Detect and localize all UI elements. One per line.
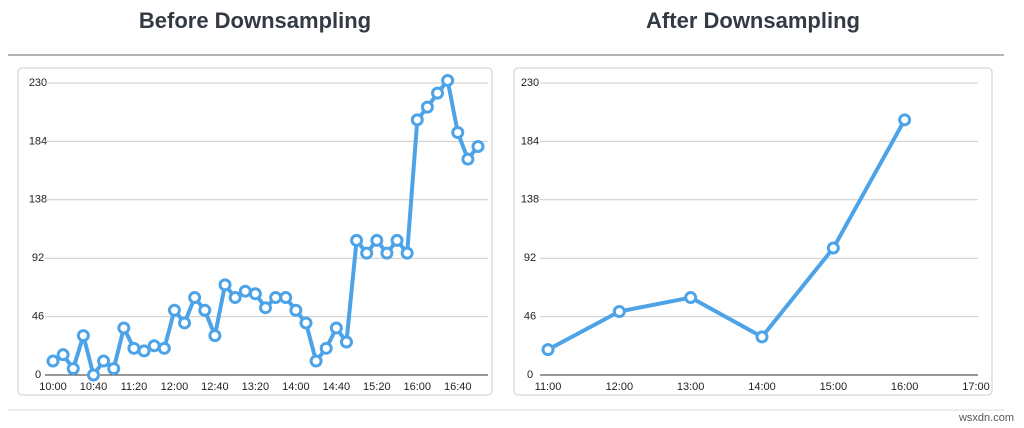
x-tick-label: 11:20 — [121, 381, 148, 393]
data-point — [66, 362, 80, 376]
x-tick-label: 14:00 — [282, 381, 310, 393]
data-point — [390, 233, 404, 247]
data-point — [157, 341, 171, 355]
data-point — [238, 284, 252, 298]
x-tick-label: 12:00 — [161, 381, 189, 393]
x-tick-label: 14:00 — [748, 381, 776, 393]
y-tick-label: 230 — [29, 77, 47, 89]
x-tick-label: 16:00 — [891, 381, 919, 393]
data-point — [127, 341, 141, 355]
data-point — [299, 316, 313, 330]
x-tick-label: 13:20 — [242, 381, 270, 393]
y-tick-label: 230 — [521, 77, 539, 89]
chart-title: Before Downsampling — [139, 8, 371, 33]
y-tick-label: 138 — [521, 194, 539, 206]
data-point — [431, 86, 445, 100]
data-point — [167, 303, 181, 317]
series-line — [547, 118, 907, 352]
data-point — [350, 233, 364, 247]
data-point — [107, 362, 121, 376]
y-tick-label: 138 — [29, 194, 47, 206]
data-point — [137, 344, 151, 358]
data-point — [451, 126, 465, 140]
data-point — [309, 354, 323, 368]
data-point — [86, 368, 100, 382]
panel — [17, 67, 493, 396]
y-tick-label: 92 — [524, 252, 536, 264]
data-point — [117, 321, 131, 335]
data-point — [755, 330, 769, 344]
x-tick-label: 13:00 — [677, 381, 705, 393]
data-point — [339, 335, 353, 349]
data-point — [97, 354, 111, 368]
data-point — [147, 339, 161, 353]
data-point — [360, 246, 374, 260]
data-point — [319, 341, 333, 355]
data-point — [380, 246, 394, 260]
data-point — [612, 305, 626, 319]
data-point — [76, 329, 90, 343]
x-tick-label: 10:40 — [80, 381, 108, 393]
data-point — [898, 113, 912, 127]
x-tick-label: 12:40 — [201, 381, 229, 393]
data-point — [198, 303, 212, 317]
x-tick-label: 14:40 — [323, 381, 351, 393]
data-point — [228, 291, 242, 305]
data-point — [289, 303, 303, 317]
x-tick-label: 15:00 — [820, 381, 848, 393]
x-tick-label: 16:40 — [444, 381, 472, 393]
data-point — [56, 348, 70, 362]
x-tick-label: 12:00 — [606, 381, 634, 393]
y-tick-label: 184 — [521, 135, 539, 147]
chart-title: After Downsampling — [646, 8, 860, 33]
y-tick-label: 184 — [29, 135, 47, 147]
data-point — [461, 152, 475, 166]
data-point — [188, 291, 202, 305]
data-point — [178, 316, 192, 330]
x-tick-label: 15:20 — [363, 381, 391, 393]
data-point — [329, 321, 343, 335]
data-point — [218, 278, 232, 292]
data-point — [269, 291, 283, 305]
y-tick-label: 92 — [32, 252, 44, 264]
data-point — [826, 241, 840, 255]
x-tick-label: 16:00 — [404, 381, 432, 393]
y-tick-label: 0 — [527, 369, 533, 381]
y-tick-label: 0 — [35, 369, 41, 381]
y-tick-label: 46 — [32, 311, 44, 323]
data-point — [208, 329, 222, 343]
data-point — [410, 113, 424, 127]
data-point — [420, 100, 434, 114]
data-point — [370, 233, 384, 247]
y-tick-label: 46 — [524, 311, 536, 323]
panel — [513, 67, 993, 396]
data-point — [684, 291, 698, 305]
data-point — [248, 287, 262, 301]
data-point — [46, 354, 60, 368]
data-point — [441, 73, 455, 87]
x-tick-label: 11:00 — [535, 381, 562, 393]
x-tick-label: 10:00 — [39, 381, 67, 393]
data-point — [471, 139, 485, 153]
data-point — [279, 291, 293, 305]
data-point — [259, 301, 272, 315]
data-point — [400, 246, 414, 260]
data-point — [541, 343, 555, 357]
watermark: wsxdn.com — [958, 412, 1014, 424]
x-tick-label: 17:00 — [962, 381, 990, 393]
